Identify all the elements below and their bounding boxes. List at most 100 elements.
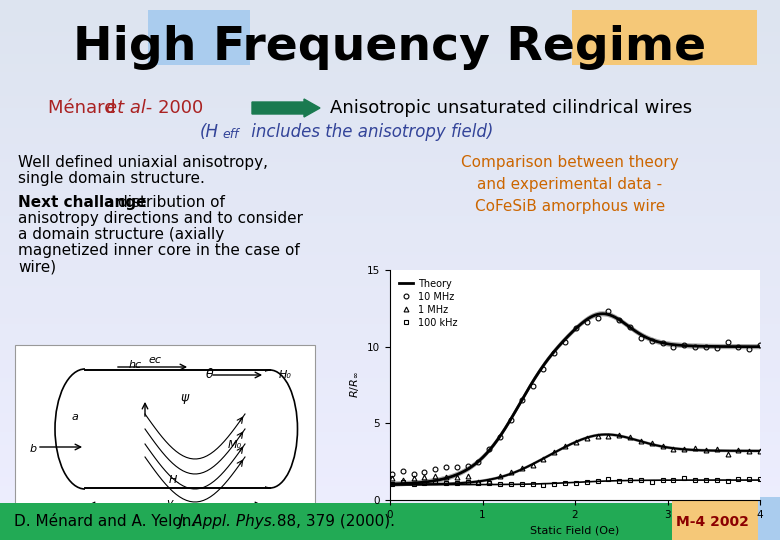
Bar	[0, 88, 780, 89]
Bar	[0, 478, 780, 479]
Bar	[0, 367, 780, 368]
Bar	[0, 272, 780, 273]
Bar	[0, 155, 780, 156]
Bar	[0, 267, 780, 268]
Bar	[0, 482, 780, 483]
100 kHz	[712, 477, 722, 483]
10 MHz	[647, 338, 657, 345]
Bar	[0, 23, 780, 24]
Bar	[0, 350, 780, 351]
Bar	[0, 281, 780, 282]
Bar	[0, 64, 780, 65]
Bar	[0, 535, 780, 536]
100 kHz	[506, 481, 516, 488]
Bar	[0, 460, 780, 461]
Bar	[0, 479, 780, 480]
100 kHz	[701, 477, 711, 483]
Bar	[0, 376, 780, 377]
Bar	[0, 29, 780, 30]
Bar	[0, 305, 780, 306]
Bar	[0, 415, 780, 416]
1 MHz	[506, 469, 516, 476]
Bar	[0, 357, 780, 358]
Bar	[0, 307, 780, 308]
Bar	[0, 451, 780, 452]
100 kHz	[571, 480, 580, 486]
100 kHz	[560, 480, 569, 487]
Bar	[0, 0, 780, 1]
Bar	[0, 125, 780, 126]
10 MHz	[528, 383, 537, 389]
Bar	[0, 359, 780, 360]
Bar	[0, 378, 780, 379]
Bar	[0, 483, 780, 484]
Bar	[0, 260, 780, 261]
Bar	[0, 534, 780, 535]
Bar	[0, 183, 780, 184]
10 MHz	[441, 464, 451, 470]
Bar	[0, 425, 780, 426]
Bar	[0, 374, 780, 375]
Bar	[0, 105, 780, 106]
Bar	[0, 456, 780, 457]
Bar	[0, 121, 780, 122]
10 MHz	[452, 464, 462, 470]
10 MHz	[723, 339, 732, 346]
100 kHz	[593, 478, 602, 484]
Bar	[0, 124, 780, 125]
Bar	[0, 444, 780, 445]
Bar	[0, 505, 780, 506]
Bar	[0, 146, 780, 147]
Bar	[0, 510, 780, 511]
Bar	[0, 144, 780, 145]
Bar	[0, 138, 780, 139]
Bar	[0, 523, 780, 524]
Bar	[0, 392, 780, 393]
10 MHz	[495, 434, 505, 440]
Bar	[0, 75, 780, 76]
Bar	[0, 459, 780, 460]
10 MHz	[690, 344, 700, 350]
Bar	[0, 368, 780, 369]
Bar	[0, 1, 780, 2]
Bar	[0, 289, 780, 290]
Bar	[0, 356, 780, 357]
Bar	[0, 285, 780, 286]
Bar	[0, 16, 780, 17]
Bar	[0, 216, 780, 217]
Bar	[0, 173, 780, 174]
Bar	[0, 398, 780, 399]
1 MHz	[495, 473, 505, 480]
Bar	[0, 518, 780, 519]
100 kHz	[734, 476, 743, 482]
Bar	[0, 58, 780, 59]
10 MHz	[658, 340, 667, 346]
Bar	[0, 430, 780, 431]
Bar	[0, 202, 780, 203]
Bar	[0, 24, 780, 25]
Bar	[0, 184, 780, 185]
Bar	[0, 41, 780, 42]
Bar	[0, 228, 780, 229]
Bar	[0, 426, 780, 427]
Bar	[0, 128, 780, 129]
Bar	[0, 363, 780, 364]
Bar	[0, 73, 780, 74]
Bar	[0, 421, 780, 422]
Bar	[0, 528, 780, 529]
Bar	[0, 502, 780, 503]
Bar	[0, 468, 780, 469]
Bar	[0, 464, 780, 465]
Bar	[0, 114, 780, 115]
Bar	[0, 525, 780, 526]
Text: Comparison between theory
and experimental data -
CoFeSiB amorphous wire: Comparison between theory and experiment…	[461, 155, 679, 214]
Bar	[0, 38, 780, 39]
Theory	[598, 310, 608, 317]
10 MHz	[582, 319, 591, 325]
Bar	[0, 127, 780, 128]
Bar	[0, 6, 780, 7]
Bar	[0, 43, 780, 44]
Bar	[0, 287, 780, 288]
1 MHz	[626, 434, 635, 440]
Bar	[0, 257, 780, 258]
